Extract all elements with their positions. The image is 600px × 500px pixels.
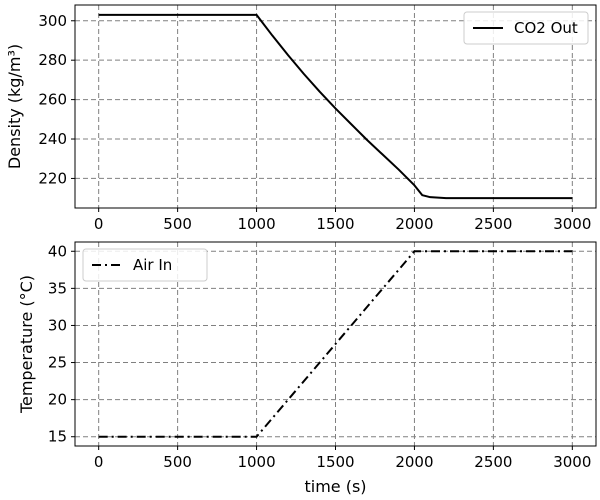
legend-label: Air In [133,256,172,274]
y-tick-label: 300 [38,12,67,30]
density-axis-label: Density (kg/m³) [5,44,24,169]
y-tick-label: 30 [48,316,67,334]
y-tick-label: 220 [38,169,67,187]
series-line [98,250,573,438]
x-tick-label: 500 [163,453,192,471]
y-tick-label: 20 [48,391,67,409]
y-tick-label: 15 [48,428,67,446]
density-plot: 0 500 1000 1500 2000 2500 3000 220 240 260 280 300 C… [38,4,597,233]
legend-label: CO2 Out [514,19,578,37]
x-tick-label: 1500 [316,453,354,471]
x-tick-label: 2500 [474,453,512,471]
x-tick-label: 2000 [395,453,433,471]
legend-box [463,11,589,45]
x-tick-label: 500 [163,215,192,233]
temperature-axis-label: Temperature (°C) [17,275,36,414]
x-tick-label: 1000 [237,453,275,471]
temperature-plot: 0 500 1000 1500 2000 2500 3000 15 20 25 30 35 40 Air … [48,241,597,471]
x-tick-label: 2500 [474,215,512,233]
y-tick-label: 280 [38,51,67,69]
y-tick-label: 35 [48,279,67,297]
y-tick-label: 25 [48,354,67,372]
series-line [98,13,573,200]
x-tick-label: 0 [94,215,104,233]
x-tick-label: 2000 [395,215,433,233]
y-tick-label: 240 [38,130,67,148]
y-tick-label: 260 [38,91,67,109]
x-tick-label: 1500 [316,215,354,233]
legend-box [82,248,208,282]
x-tick-label: 0 [94,453,104,471]
x-tick-label: 3000 [553,453,591,471]
x-tick-label: 1000 [237,215,275,233]
time-axis-label: time (s) [304,477,366,496]
y-tick-label: 40 [48,242,67,260]
x-tick-label: 3000 [553,215,591,233]
